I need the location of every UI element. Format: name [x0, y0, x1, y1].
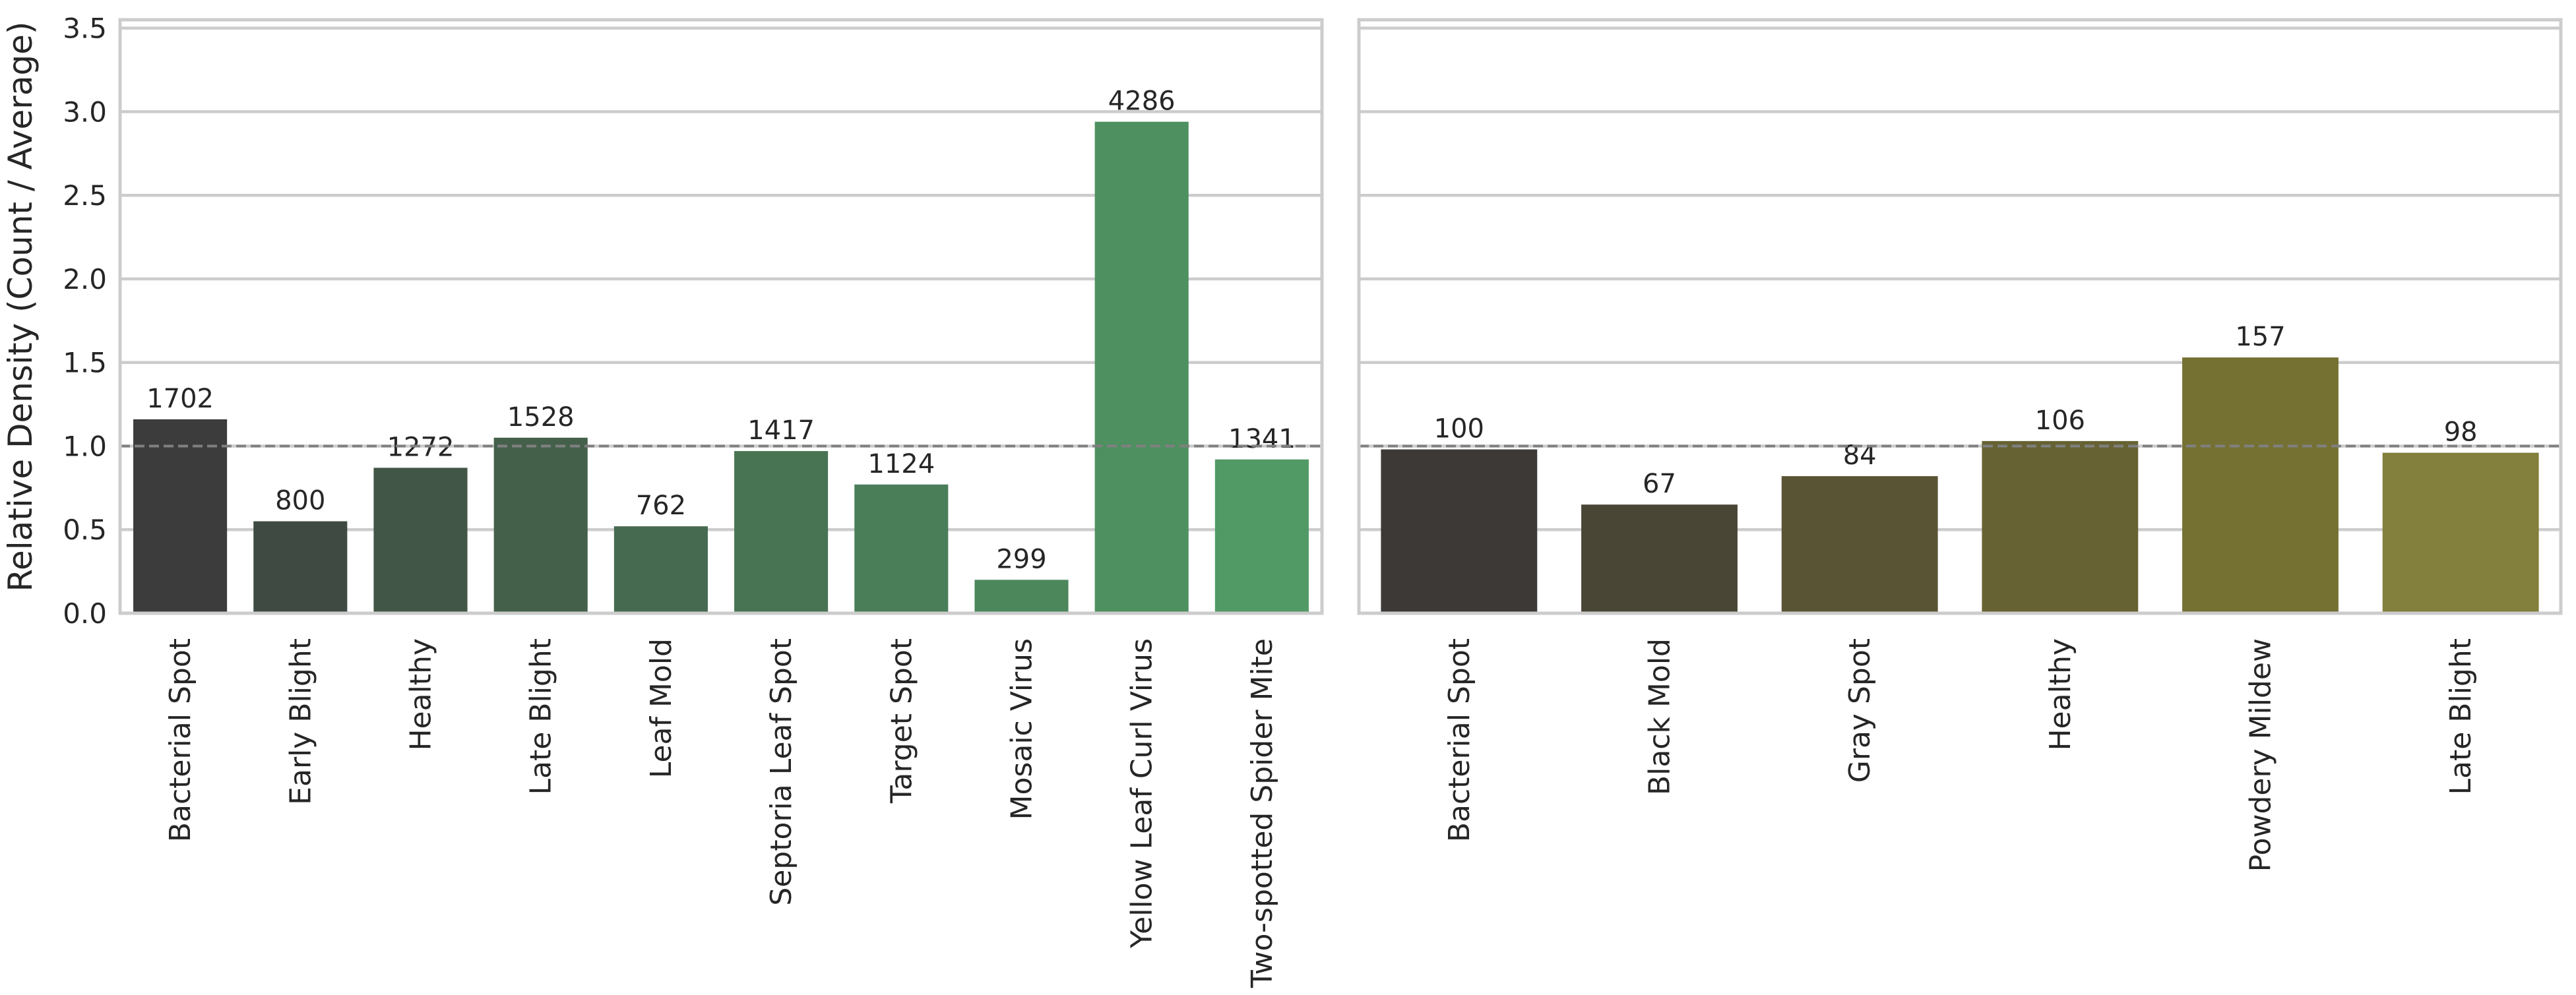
left-x-tick-label: Mosaic Virus	[1005, 638, 1039, 820]
left-x-tick-label: Early Blight	[284, 638, 317, 805]
left-x-tick-label: Target Spot	[885, 638, 918, 804]
left-bar	[854, 484, 949, 613]
left-bar	[613, 526, 708, 613]
right-bar	[1381, 449, 1538, 613]
left-bar	[253, 521, 348, 613]
right-bar	[2382, 452, 2539, 613]
right-plot-frame	[1357, 18, 2563, 615]
left-bar	[734, 451, 829, 613]
left-x-tick-label: Yellow Leaf Curl Virus	[1125, 638, 1159, 949]
right-data-label: 98	[2444, 417, 2478, 448]
right-bar	[1781, 476, 1938, 613]
left-data-label: 1702	[146, 384, 214, 414]
left-y-tick-label: 3.0	[63, 96, 107, 128]
left-data-label: 299	[996, 544, 1046, 574]
chart-left: 0.0 0.5 1.0 1.5 2.0 2.5 3.0 3.5 1702 Bacterial Sp…	[63, 13, 1324, 988]
left-x-tick-label: Bacterial Spot	[164, 638, 197, 842]
right-x-tick-label: Black Mold	[1643, 638, 1677, 795]
left-x-tick-label: Leaf Mold	[644, 638, 678, 778]
right-bar	[1581, 504, 1738, 613]
left-bar	[1094, 121, 1189, 613]
left-y-tick-label: 0.5	[63, 514, 107, 546]
left-plot-frame	[118, 18, 1324, 615]
right-x-tick-label: Healthy	[2044, 638, 2077, 751]
left-y-tick-label: 1.5	[63, 347, 107, 379]
left-bar	[493, 437, 588, 613]
left-x-tick-label: Septoria Leaf Spot	[765, 638, 798, 906]
left-y-tick-label: 0.0	[63, 597, 107, 630]
left-bar	[974, 580, 1069, 613]
left-data-label: 762	[636, 491, 686, 521]
left-y-tick-label: 1.0	[63, 430, 107, 462]
left-y-tick-label: 2.0	[63, 263, 107, 295]
right-x-tick-label: Bacterial Spot	[1443, 638, 1476, 842]
right-x-tick-label: Powdery Mildew	[2244, 638, 2278, 872]
left-y-tick-label: 2.5	[63, 179, 107, 212]
left-data-label: 1528	[507, 402, 575, 433]
left-data-label: 4286	[1108, 86, 1176, 117]
right-data-label: 157	[2235, 322, 2285, 352]
right-x-tick-label: Late Blight	[2444, 638, 2478, 795]
left-x-tick-label: Healthy	[404, 638, 438, 751]
right-x-tick-label: Gray Spot	[1843, 638, 1877, 783]
y-axis-label: Relative Density (Count / Average)	[1, 22, 40, 592]
left-data-label: 1124	[867, 449, 935, 479]
right-data-label: 67	[1643, 469, 1676, 499]
left-data-label: 1417	[747, 415, 815, 446]
left-x-tick-label: Late Blight	[524, 638, 558, 795]
right-bar	[2182, 357, 2339, 613]
right-data-label: 106	[2035, 406, 2085, 436]
left-bar	[133, 419, 228, 613]
right-bar	[1982, 440, 2139, 613]
left-data-label: 800	[275, 486, 325, 516]
left-y-tick-label: 3.5	[63, 13, 107, 45]
right-data-label: 100	[1434, 414, 1484, 444]
left-x-tick-label: Two-spotted Spider Mite	[1245, 638, 1279, 988]
left-bar	[1214, 459, 1309, 613]
left-bar	[373, 467, 468, 613]
left-data-label: 1341	[1228, 424, 1296, 454]
